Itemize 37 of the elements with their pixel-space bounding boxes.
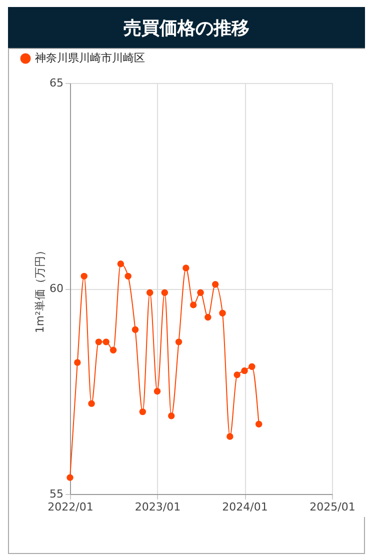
point: [124, 272, 132, 280]
legend-label: 神奈川県川崎市川崎区: [35, 52, 145, 64]
point: [204, 314, 212, 321]
point: [197, 289, 204, 296]
point: [117, 260, 124, 268]
x-tick-label: 2025/01: [310, 500, 356, 514]
point: [175, 338, 182, 346]
point: [255, 420, 262, 428]
point: [168, 412, 175, 420]
point: [154, 388, 161, 395]
x-tick-label: 2023/01: [134, 500, 181, 514]
point: [110, 346, 117, 354]
point: [248, 363, 256, 370]
y-tick-label: 65: [50, 76, 64, 90]
y-axis-title: 1m²単価（万円）: [34, 244, 47, 334]
point: [66, 474, 74, 481]
point: [95, 338, 102, 346]
point: [132, 326, 139, 333]
point: [146, 289, 154, 296]
point: [80, 272, 88, 280]
point: [74, 359, 81, 366]
x-tick-label: 2022/01: [48, 500, 94, 514]
chart-title: 売買価格の推移: [8, 7, 365, 48]
point: [241, 367, 248, 374]
point: [219, 310, 226, 317]
point: [139, 408, 146, 416]
point: [190, 302, 197, 308]
y-tick-label: 60: [50, 282, 64, 295]
y-tick-label: 55: [50, 488, 64, 500]
x-tick-label: 2024/01: [222, 500, 268, 514]
point: [88, 400, 95, 407]
point: [182, 264, 190, 272]
point: [234, 371, 240, 378]
point: [102, 338, 110, 346]
point: [212, 281, 219, 288]
point: [161, 289, 168, 296]
point: [226, 433, 234, 440]
